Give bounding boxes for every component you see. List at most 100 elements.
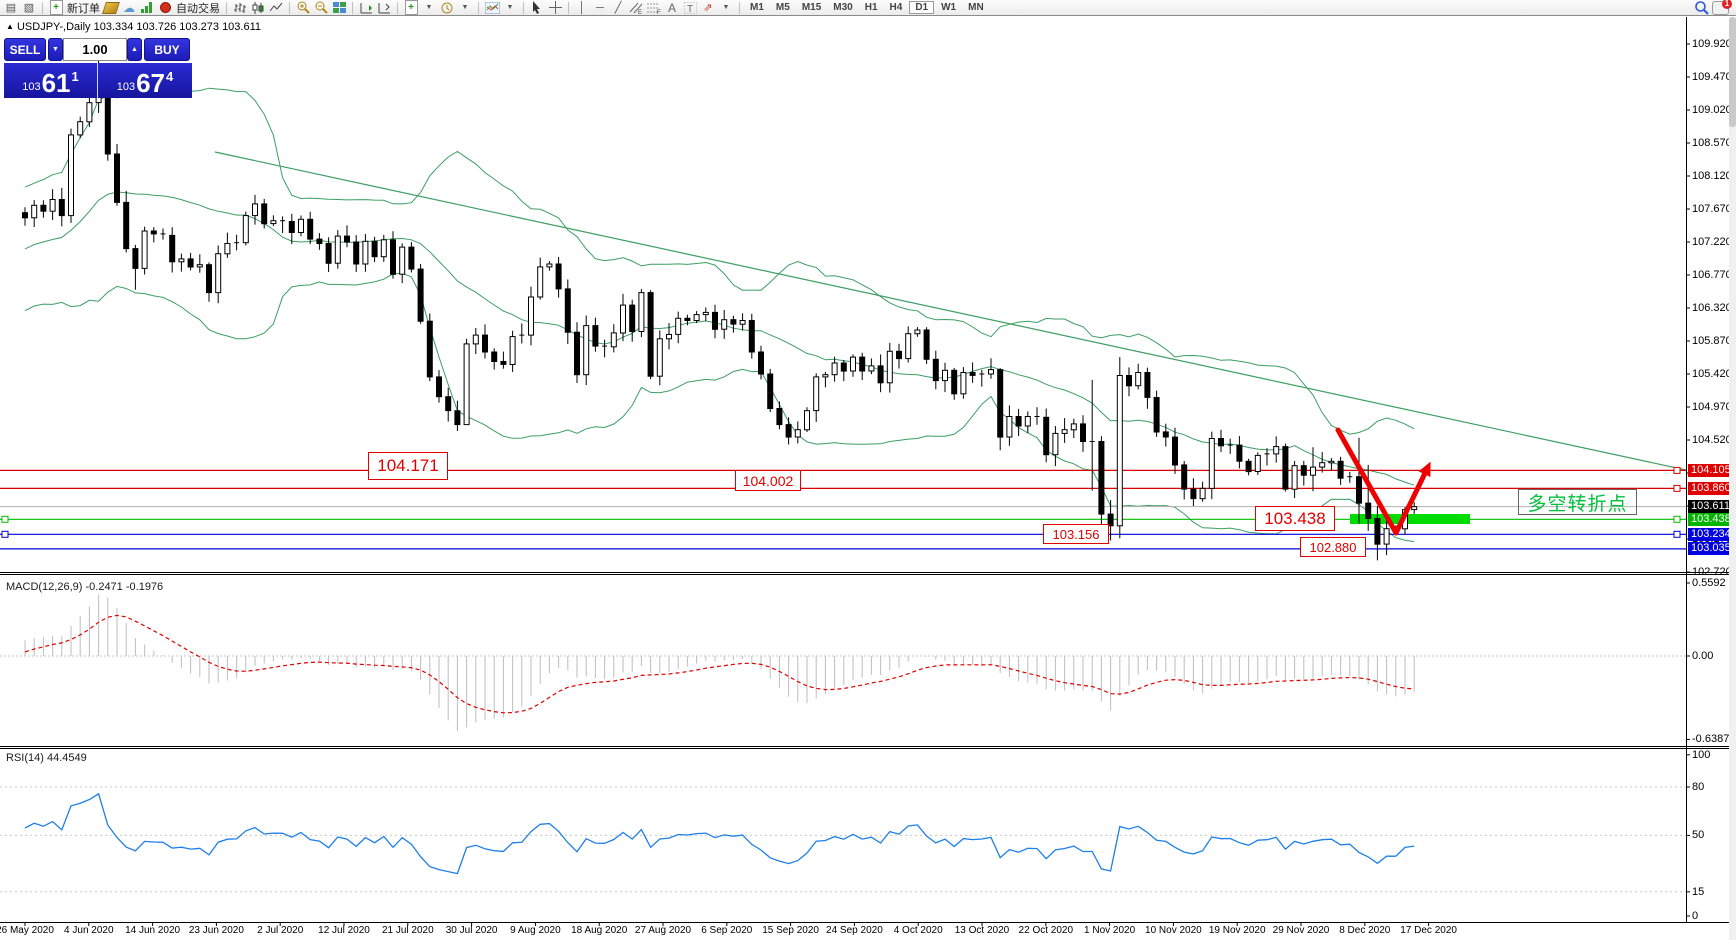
arrows-dropdown-icon[interactable]: ▼: [722, 3, 730, 11]
price-level-label[interactable]: 104.002: [735, 470, 801, 491]
toolbar-separator: [42, 1, 43, 14]
horizontal-line-icon[interactable]: ─: [596, 1, 604, 14]
macd-main-value: -0.2471: [85, 581, 123, 593]
price-level-label[interactable]: 103.438: [1255, 506, 1335, 531]
add-indicator-dropdown-icon[interactable]: ▼: [425, 3, 433, 11]
new-order-button[interactable]: 新订单: [67, 2, 100, 15]
templates-dropdown-icon[interactable]: ▼: [506, 3, 514, 11]
buy-price-big: 67: [136, 68, 166, 98]
autotrading-icon[interactable]: [157, 1, 173, 15]
toolbar-separator: [289, 1, 290, 14]
price-level-label[interactable]: 103.156: [1043, 524, 1109, 544]
buy-price-display[interactable]: 103 67 4: [98, 63, 192, 98]
line-anchor[interactable]: [1, 515, 9, 523]
timeframe-button-m30[interactable]: M30: [833, 2, 853, 13]
candle-bear: [1144, 372, 1151, 398]
price-level-label[interactable]: 102.880: [1300, 537, 1366, 557]
chart-list-icon[interactable]: ▤: [5, 1, 17, 14]
periods-clock-icon[interactable]: [439, 1, 455, 15]
timeframe-button-mn[interactable]: MN: [968, 2, 984, 13]
candle-bull: [215, 253, 222, 294]
auto-scroll-icon[interactable]: [358, 1, 374, 15]
timeframe-button-m15[interactable]: M15: [801, 2, 822, 13]
timeframe-button-m5[interactable]: M5: [775, 2, 790, 13]
sell-button[interactable]: SELL: [4, 38, 46, 61]
search-icon[interactable]: [1694, 1, 1710, 15]
candle-bear: [969, 372, 976, 376]
candle-bear: [123, 201, 130, 250]
chart-shift-icon[interactable]: [376, 1, 392, 15]
date-label: 4 Jun 2020: [64, 925, 114, 936]
timeframe-button-m1[interactable]: M1: [750, 2, 764, 13]
candle-bear: [187, 258, 194, 268]
timeframe-button-h4[interactable]: H4: [889, 2, 903, 13]
red-arrowhead[interactable]: [1418, 461, 1431, 478]
notifications-icon[interactable]: 1: [1712, 0, 1732, 15]
date-label: 29 Nov 2020: [1272, 925, 1330, 936]
signal-icon[interactable]: [139, 1, 155, 15]
line-chart-icon[interactable]: [268, 1, 284, 15]
candle-bear: [22, 212, 28, 219]
line-anchor[interactable]: [1, 530, 9, 538]
candle-chart-icon[interactable]: [250, 1, 266, 15]
channel-icon[interactable]: E: [628, 1, 644, 15]
rsi-scale-label: 100: [1692, 748, 1711, 761]
price-badge[interactable]: 103.035: [1688, 542, 1735, 556]
text-icon[interactable]: A: [667, 0, 676, 15]
price-badge[interactable]: 103.438: [1688, 512, 1735, 526]
templates-icon[interactable]: [484, 1, 500, 15]
timeframe-button-w1[interactable]: W1: [941, 2, 957, 13]
price-badge[interactable]: 103.611: [1688, 500, 1735, 514]
timeframe-button-d1[interactable]: D1: [909, 1, 935, 14]
candle-bear: [1181, 464, 1188, 490]
volume-decrease-button[interactable]: ▼: [48, 38, 63, 61]
price-level-label[interactable]: 104.171: [368, 452, 448, 480]
buy-button[interactable]: BUY: [144, 38, 190, 61]
new-order-icon[interactable]: +: [48, 0, 64, 15]
volume-input[interactable]: 1.00: [63, 38, 127, 61]
red-arrow-annotation[interactable]: [1335, 427, 1431, 536]
date-label: 15 Sep 2020: [762, 925, 819, 936]
periods-dropdown-icon[interactable]: ▼: [461, 3, 469, 11]
autotrading-button[interactable]: 自动交易: [176, 2, 220, 15]
vertical-scrollbar[interactable]: [1729, 17, 1736, 940]
candle-bear: [1190, 488, 1197, 500]
arrows-icon[interactable]: ⇗: [703, 1, 713, 14]
candle-bull: [831, 362, 838, 376]
line-anchor[interactable]: [1673, 484, 1681, 492]
zoom-in-icon[interactable]: [295, 1, 311, 15]
cursor-icon[interactable]: [529, 1, 545, 15]
price-badge[interactable]: 104.105: [1688, 463, 1735, 477]
zoom-out-icon[interactable]: [313, 1, 329, 15]
cloud-icon[interactable]: ☁: [123, 0, 135, 15]
line-anchor[interactable]: [1673, 530, 1681, 538]
candle-bull: [196, 264, 203, 268]
collapse-panel-icon[interactable]: ▲: [6, 22, 14, 31]
symbol-header[interactable]: ▲ USDJPY-,Daily 103.334 103.726 103.273 …: [6, 21, 261, 33]
profiles-icon[interactable]: ▧: [23, 1, 35, 14]
crosshair-icon[interactable]: [547, 1, 563, 15]
candle-bull: [886, 350, 893, 384]
tile-windows-icon[interactable]: [331, 1, 347, 15]
text-label-icon[interactable]: T: [682, 1, 698, 15]
line-anchor[interactable]: [1673, 515, 1681, 523]
vertical-line-icon[interactable]: │: [578, 1, 586, 14]
trendline-icon[interactable]: ╱: [614, 1, 622, 14]
timeframe-button-h1[interactable]: H1: [864, 2, 878, 13]
add-indicator-icon[interactable]: +: [403, 0, 419, 15]
turning-point-note[interactable]: 多空转折点: [1518, 489, 1637, 515]
volume-increase-button[interactable]: ▲: [127, 38, 142, 61]
date-label: 30 Jul 2020: [445, 925, 498, 936]
scrollbar-thumb[interactable]: [1729, 17, 1736, 127]
descending-trendline[interactable]: [214, 151, 1687, 471]
sell-price-display[interactable]: 103 61 1: [4, 63, 98, 98]
price-badge[interactable]: 103.860: [1688, 481, 1735, 495]
price-badge[interactable]: 103.234: [1688, 527, 1735, 541]
support-highlight-bar[interactable]: [1350, 514, 1470, 524]
bar-chart-icon[interactable]: [232, 1, 248, 15]
fibonacci-icon[interactable]: F: [646, 1, 662, 15]
rsi-scale-label: 0: [1692, 910, 1699, 922]
line-anchor[interactable]: [1673, 466, 1681, 474]
